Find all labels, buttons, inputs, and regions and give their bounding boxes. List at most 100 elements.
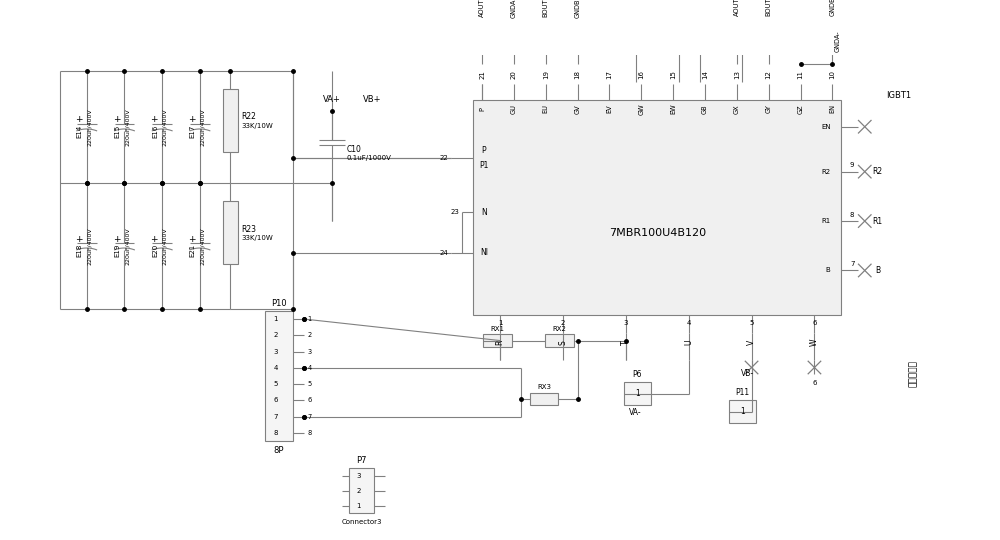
Text: 1: 1 [307,316,312,322]
Text: GY: GY [766,104,772,113]
Text: 220uF/400V: 220uF/400V [87,227,92,265]
Text: 19: 19 [543,70,549,79]
Text: 2: 2 [273,332,278,339]
Text: 8: 8 [850,212,854,218]
Text: R1: R1 [821,218,831,224]
Text: E16: E16 [152,125,158,138]
Text: GW: GW [638,103,644,114]
Text: AOUT+: AOUT+ [479,0,485,17]
Text: 6: 6 [307,397,312,403]
Text: B: B [875,266,880,275]
Text: 22: 22 [439,155,448,161]
Text: P11: P11 [736,388,750,397]
Text: B: B [826,267,831,273]
Text: 2: 2 [561,320,565,326]
Text: Connector3: Connector3 [341,519,382,525]
Text: S: S [558,340,567,345]
Text: 5: 5 [307,381,312,387]
Text: +: + [75,116,82,125]
Text: 220uF/400V: 220uF/400V [125,227,130,265]
Text: E15: E15 [114,125,120,138]
Text: 12: 12 [766,70,772,79]
Text: +: + [150,116,158,125]
Text: 18: 18 [575,70,581,79]
Text: RX3: RX3 [537,384,551,390]
Text: R1: R1 [872,217,882,226]
Text: C10: C10 [346,145,361,154]
Text: 2: 2 [307,332,312,339]
Text: R23: R23 [241,225,256,234]
Text: E14: E14 [77,125,83,138]
Bar [473,100,841,315]
Bar [530,393,558,405]
Text: BOUT+: BOUT+ [543,0,549,17]
Text: R: R [495,340,504,345]
Text: +: + [150,234,158,244]
Bar [729,400,756,423]
Text: EV: EV [606,104,612,113]
Text: 10: 10 [829,70,835,79]
Text: P10: P10 [271,299,287,308]
Text: P6: P6 [633,370,642,379]
Text: GNDB-: GNDB- [829,0,835,16]
Text: 21: 21 [479,70,485,79]
Text: RX2: RX2 [552,326,566,332]
Text: 220uF/400V: 220uF/400V [200,227,205,265]
Text: 5: 5 [749,320,754,326]
Text: 8: 8 [273,430,278,436]
Text: RX1: RX1 [490,326,504,332]
Text: P7: P7 [356,456,367,465]
Bar [545,334,574,347]
Text: 6: 6 [812,320,817,326]
Text: EN: EN [829,104,835,113]
Text: E18: E18 [77,244,83,258]
Text: 3: 3 [357,472,361,478]
Text: 8: 8 [307,430,312,436]
Text: GX: GX [734,104,740,113]
Text: 7: 7 [273,414,278,420]
Text: W: W [810,339,819,346]
Text: 1: 1 [357,503,361,509]
Text: IGBT1: IGBT1 [886,91,911,100]
Text: 1: 1 [740,407,745,416]
Text: AOUT-: AOUT- [734,0,740,16]
Text: 11: 11 [798,70,804,79]
Text: 220uF/400V: 220uF/400V [162,227,167,265]
Text: 6: 6 [273,397,278,403]
Text: 7: 7 [850,261,854,267]
Text: 17: 17 [606,70,612,79]
Text: +: + [75,234,82,244]
Text: 20: 20 [511,70,517,79]
Text: 7MBR100U4B120: 7MBR100U4B120 [609,228,706,239]
Text: P: P [479,107,485,111]
Text: E21: E21 [190,244,196,258]
Text: EU: EU [543,104,549,113]
Text: 3: 3 [624,320,628,326]
Text: VB-: VB- [741,369,754,379]
Text: +: + [113,116,120,125]
Text: 220uF/400V: 220uF/400V [87,109,92,146]
Text: GV: GV [575,104,581,113]
Text: 220uF/400V: 220uF/400V [162,109,167,146]
Text: GZ: GZ [798,104,804,113]
Text: 24: 24 [439,249,448,255]
Text: VA-: VA- [629,408,642,417]
Text: V: V [747,340,756,345]
Text: 23: 23 [451,209,460,215]
Text: R2: R2 [872,167,882,176]
Text: 15: 15 [670,70,676,79]
Text: GU: GU [511,104,517,114]
Text: +: + [188,234,196,244]
Text: 13: 13 [734,70,740,79]
Text: U: U [684,340,693,345]
Text: E19: E19 [114,244,120,258]
Text: T: T [621,340,630,345]
Text: 220uF/400V: 220uF/400V [125,109,130,146]
Text: 0.1uF/1000V: 0.1uF/1000V [346,155,391,161]
Text: 33K/10W: 33K/10W [241,235,273,241]
Text: 2: 2 [357,488,361,494]
Text: 1: 1 [498,320,502,326]
Text: EN: EN [821,124,831,130]
Text: 3: 3 [307,349,312,355]
Text: 4: 4 [686,320,691,326]
